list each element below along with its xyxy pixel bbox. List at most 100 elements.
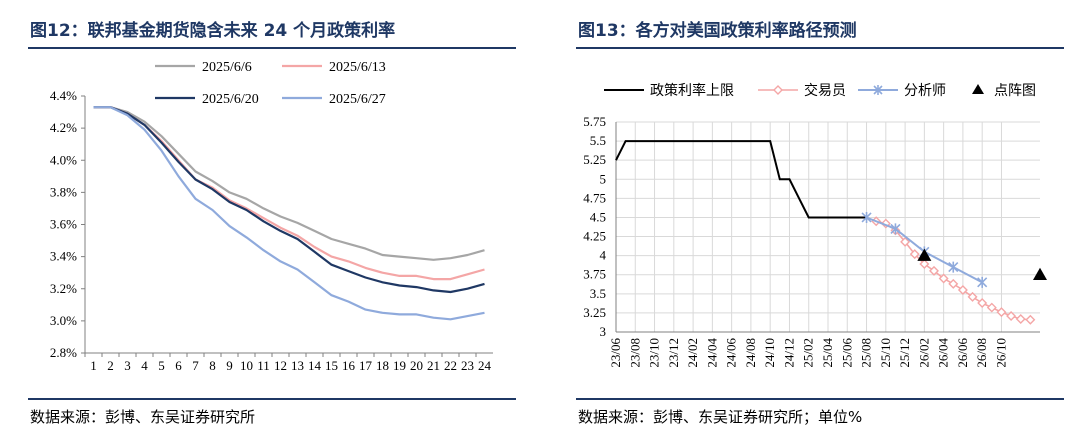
y-tick-label: 2.8% (50, 345, 77, 360)
x-tick-label: 24/06 (724, 338, 739, 368)
x-tick-label: 26/10 (993, 338, 1008, 368)
y-tick-label: 5.5 (590, 133, 606, 148)
legend-label: 分析师 (904, 83, 946, 99)
x-tick-label: 16 (342, 358, 356, 373)
source-rule (576, 398, 1064, 400)
dot-plot-marker (917, 248, 932, 261)
y-tick-label: 4.2% (50, 120, 77, 135)
y-tick-label: 4.0% (50, 152, 77, 167)
x-tick-label: 25/08 (859, 338, 874, 368)
x-tick-label: 6 (175, 358, 182, 373)
x-tick-label: 17 (359, 358, 373, 373)
x-tick-label: 14 (308, 358, 322, 373)
y-tick-label: 3.0% (50, 313, 77, 328)
x-tick-label: 10 (240, 358, 253, 373)
y-tick-label: 3.4% (50, 249, 77, 264)
y-tick-label: 3 (600, 324, 607, 339)
x-tick-label: 24/04 (704, 338, 719, 368)
legend-label: 政策利率上限 (650, 82, 734, 99)
figure-13-panel: 图13：各方对美国政策利率路径预测 5.75 5.5 5.25 5 4.75 4.5 4.2… (548, 0, 1080, 440)
y-tick-label: 5.25 (583, 152, 606, 167)
x-tick-label: 11 (257, 358, 270, 373)
x-tick-label: 24/12 (781, 338, 796, 368)
x-tick-label: 4 (141, 358, 148, 373)
x-tick-label: 23/10 (647, 338, 662, 368)
y-tick-label: 4.25 (583, 229, 606, 244)
trader-marker (967, 291, 978, 302)
source-rule (28, 398, 516, 400)
x-tick-label: 21 (427, 358, 440, 373)
figure-13-title: 图13：各方对美国政策利率路径预测 (578, 21, 857, 41)
x-tick-label: 23/06 (608, 338, 623, 368)
x-tick-label: 26/04 (936, 338, 951, 368)
x-tick-label: 24 (478, 358, 492, 373)
legend-marker (773, 85, 783, 95)
y-tick-label: 3.25 (583, 305, 606, 320)
x-tick-label: 22 (444, 358, 457, 373)
x-tick-label: 19 (393, 358, 406, 373)
x-tick-label: 24/10 (762, 338, 777, 368)
legend-label: 2025/6/20 (202, 92, 259, 107)
x-tick-label: 12 (274, 358, 287, 373)
x-tick-label: 23/08 (627, 338, 642, 368)
figure-12-panel: 图12：联邦基金期货隐含未来 24 个月政策利率 4.4% 4.2% 4.0% 3.8… (0, 0, 532, 440)
figure-12-source: 数据来源：彭博、东吴证券研究所 (30, 408, 256, 426)
trader-marker (1015, 314, 1026, 325)
x-tick-label: 5 (158, 358, 165, 373)
x-tick-label: 18 (376, 358, 389, 373)
title-rule (28, 47, 516, 49)
policy-rate-path-chart: 5.755.55.2554.754.54.2543.753.53.25323/0… (583, 82, 1047, 368)
x-tick-label: 24/02 (685, 338, 700, 368)
legend-label: 交易员 (804, 82, 846, 99)
x-tick-label: 20 (410, 358, 423, 373)
figure-13-source: 数据来源：彭博、东吴证券研究所；单位% (578, 408, 863, 426)
y-tick-label: 4.75 (583, 190, 606, 205)
x-tick-label: 24/08 (743, 338, 758, 368)
trader-marker (900, 236, 911, 247)
trader-marker (909, 249, 920, 260)
analyst-marker (861, 211, 872, 223)
x-tick-label: 3 (124, 358, 131, 373)
y-tick-label: 5.75 (583, 114, 606, 129)
trader-marker (938, 273, 949, 284)
x-tick-label: 26/06 (955, 338, 970, 368)
x-tick-label: 15 (325, 358, 338, 373)
trader-marker (919, 259, 930, 270)
trader-marker (1006, 310, 1017, 321)
x-tick-label: 23 (461, 358, 474, 373)
x-tick-label: 26/08 (974, 338, 989, 368)
x-tick-label: 7 (192, 358, 199, 373)
analyst-marker (977, 276, 988, 288)
series-line-2025/6/27 (93, 106, 485, 321)
trader-marker (1025, 314, 1036, 325)
x-tick-label: 2 (107, 358, 114, 373)
analyst-marker (948, 261, 959, 273)
x-tick-label: 23/12 (666, 338, 681, 368)
analyst-marker (890, 223, 901, 235)
y-tick-label: 4 (600, 248, 607, 263)
series-line-2025/6/20 (93, 106, 485, 294)
legend-marker (873, 85, 883, 95)
x-tick-label: 9 (226, 358, 233, 373)
y-tick-label: 3.75 (583, 267, 606, 282)
series-line-2025/6/6 (93, 106, 485, 261)
legend-label: 2025/6/27 (329, 92, 386, 107)
x-tick-label: 25/10 (878, 338, 893, 368)
legend-marker (972, 84, 984, 94)
x-tick-label: 25/12 (897, 338, 912, 368)
series-line-policy-rate (615, 140, 867, 219)
legend-label: 点阵图 (994, 83, 1036, 99)
x-tick-label: 8 (209, 358, 216, 373)
y-tick-label: 3.5 (590, 286, 606, 301)
futures-implied-rate-chart: 4.4%4.2%4.0%3.8%3.6%3.4%3.2%3.0%2.8%1 2 3 4… (50, 60, 493, 373)
trader-marker (948, 278, 959, 289)
y-tick-label: 4.5 (590, 209, 606, 224)
figure-12-title: 图12：联邦基金期货隐含未来 24 个月政策利率 (30, 21, 396, 41)
x-tick-label: 1 (90, 358, 97, 373)
trader-marker (957, 285, 968, 295)
legend-label: 2025/6/6 (202, 60, 252, 75)
x-tick-label: 26/02 (916, 338, 931, 368)
y-tick-label: 3.2% (50, 281, 77, 296)
y-tick-label: 3.8% (50, 184, 77, 199)
y-tick-label: 4.4% (50, 88, 77, 103)
